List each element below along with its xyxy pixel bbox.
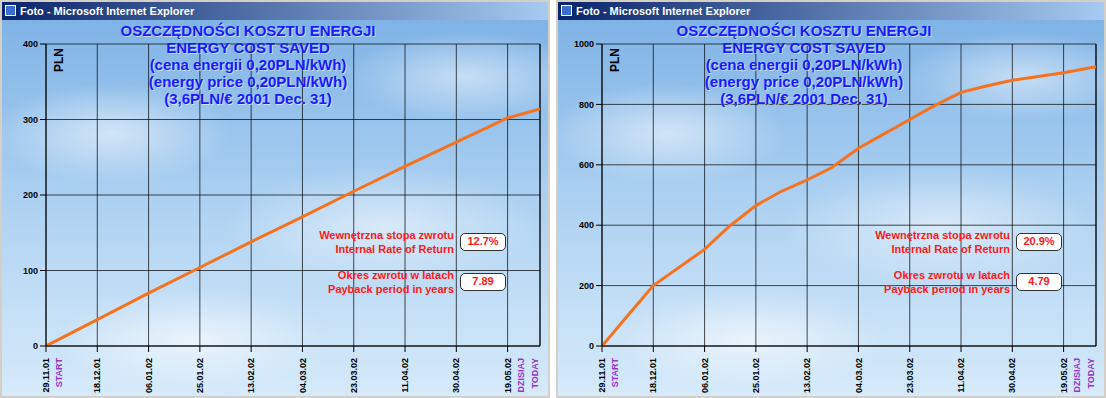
svg-text:1000: 1000 xyxy=(574,39,594,49)
svg-text:23.03.02: 23.03.02 xyxy=(905,358,915,393)
svg-text:23.03.02: 23.03.02 xyxy=(349,358,359,393)
svg-text:300: 300 xyxy=(23,115,38,125)
html-text:ENERGY COST SAVED: ENERGY COST SAVED xyxy=(166,39,330,56)
svg-text:13.02.02: 13.02.02 xyxy=(802,358,812,393)
svg-text:0: 0 xyxy=(589,341,594,351)
svg-text:06.01.02: 06.01.02 xyxy=(144,358,154,393)
svg-text:30.04.02: 30.04.02 xyxy=(1007,358,1017,393)
svg-text:30.04.02: 30.04.02 xyxy=(451,358,461,393)
html-text:20.9%: 20.9% xyxy=(1023,235,1055,247)
svg-text:19.05.02: 19.05.02 xyxy=(1059,358,1069,393)
svg-text:0: 0 xyxy=(33,341,38,351)
svg-text:13.02.02: 13.02.02 xyxy=(246,358,256,393)
svg-text:11.04.02: 11.04.02 xyxy=(400,358,410,393)
svg-text:18.12.01: 18.12.01 xyxy=(92,358,102,393)
html-text:(3,6PLN/€ 2001 Dec. 31): (3,6PLN/€ 2001 Dec. 31) xyxy=(164,90,332,107)
html-text:PLN: PLN xyxy=(52,48,66,72)
html-text:(energy price 0,20PLN/kWh): (energy price 0,20PLN/kWh) xyxy=(704,73,904,90)
html-text:Payback period in years: Payback period in years xyxy=(328,283,454,295)
svg-text:600: 600 xyxy=(579,160,594,170)
html-text:ENERGY COST SAVED: ENERGY COST SAVED xyxy=(722,39,886,56)
html-text:Okres zwrotu w latach: Okres zwrotu w latach xyxy=(893,269,1010,281)
html-text:Wewnętrzna stopa zwrotu: Wewnętrzna stopa zwrotu xyxy=(875,229,1010,241)
svg-text:25.01.02: 25.01.02 xyxy=(751,358,761,393)
svg-text:29.11.01: 29.11.01 xyxy=(41,358,51,393)
html-text:(energy price 0,20PLN/kWh): (energy price 0,20PLN/kWh) xyxy=(148,73,348,90)
svg-text:11.04.02: 11.04.02 xyxy=(956,358,966,393)
svg-text:19.05.02: 19.05.02 xyxy=(503,358,513,393)
html-text:4.79: 4.79 xyxy=(1028,275,1050,287)
html-text:Foto - Microsoft Internet Expl: Foto - Microsoft Internet Explorer xyxy=(20,5,195,17)
html-text:OSZCZĘDNOŚCI KOSZTU ENERGJI: OSZCZĘDNOŚCI KOSZTU ENERGJI xyxy=(120,22,376,39)
svg-text:18.12.01: 18.12.01 xyxy=(648,358,658,393)
svg-text:25.01.02: 25.01.02 xyxy=(195,358,205,393)
svg-text:800: 800 xyxy=(579,100,594,110)
html-text:Internal Rate of Return: Internal Rate of Return xyxy=(891,243,1010,255)
html-text:(cena energii 0,20PLN/kWh): (cena energii 0,20PLN/kWh) xyxy=(149,56,347,73)
html-text:Internal Rate of Return: Internal Rate of Return xyxy=(335,243,454,255)
svg-text:TODAY: TODAY xyxy=(1086,358,1096,389)
html-text:(3,6PLN/€ 2001 Dec. 31): (3,6PLN/€ 2001 Dec. 31) xyxy=(720,90,888,107)
svg-text:START: START xyxy=(54,358,64,388)
svg-text:06.01.02: 06.01.02 xyxy=(700,358,710,393)
html-text:Foto - Microsoft Internet Expl: Foto - Microsoft Internet Explorer xyxy=(576,5,751,17)
svg-text:START: START xyxy=(610,358,620,388)
html-text:Payback period in years: Payback period in years xyxy=(884,283,1010,295)
html-text:Okres zwrotu w latach: Okres zwrotu w latach xyxy=(337,269,454,281)
svg-text:04.03.02: 04.03.02 xyxy=(298,358,308,393)
html-text:12.7%: 12.7% xyxy=(467,235,499,247)
svg-text:TODAY: TODAY xyxy=(530,358,540,389)
svg-text:200: 200 xyxy=(579,281,594,291)
html-text:7.89: 7.89 xyxy=(472,275,494,287)
svg-text:400: 400 xyxy=(579,220,594,230)
svg-text:DZISIAJ: DZISIAJ xyxy=(1072,358,1082,393)
svg-text:100: 100 xyxy=(23,266,38,276)
svg-text:200: 200 xyxy=(23,190,38,200)
html-text:(cena energii 0,20PLN/kWh): (cena energii 0,20PLN/kWh) xyxy=(705,56,903,73)
svg-text:29.11.01: 29.11.01 xyxy=(597,358,607,393)
html-text:OSZCZĘDNOŚCI KOSZTU ENERGJI: OSZCZĘDNOŚCI KOSZTU ENERGJI xyxy=(676,22,932,39)
svg-text:DZISIAJ: DZISIAJ xyxy=(516,358,526,393)
svg-text:04.03.02: 04.03.02 xyxy=(854,358,864,393)
html-text:PLN: PLN xyxy=(608,48,622,72)
svg-text:400: 400 xyxy=(23,39,38,49)
html-text:Wewnętrzna stopa zwrotu: Wewnętrzna stopa zwrotu xyxy=(319,229,454,241)
